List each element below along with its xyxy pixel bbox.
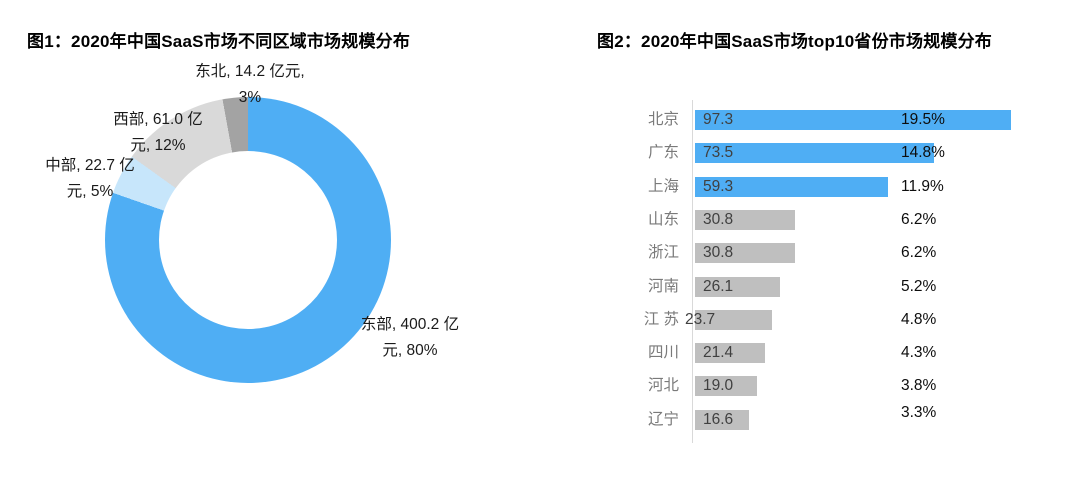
percent-label: 6.2% [901,244,937,261]
value-label: 59.3 [703,178,734,195]
percent-label: 4.3% [901,344,937,361]
bar [695,110,1011,130]
value-label: 30.8 [703,211,734,228]
percent-label: 4.8% [901,311,937,328]
donut-label-line: 元, 80% [382,342,438,359]
figure1-title: 图1：2020年中国SaaS市场不同区域市场规模分布 [27,32,411,51]
bar-row-shanghai: 上海 59.3 11.9% [560,177,1080,197]
category-label: 四川 [647,344,679,361]
value-label: 97.3 [703,111,734,128]
category-label: 河北 [647,377,679,394]
percent-label: 11.9% [901,178,944,195]
value-label: 73.5 [703,144,734,161]
bar-row-sichuan: 四川 21.4 4.3% [560,343,1080,363]
bar [695,376,757,396]
donut-label-line: 东北, 14.2 亿元, [195,63,305,80]
bar [695,410,749,430]
donut-label-line: 东部, 400.2 亿 [360,316,460,333]
percent-label: 19.5% [901,111,945,128]
bar [695,277,780,297]
bar [695,143,934,163]
donut-label-dongbei: 东北, 14.2 亿元, 3% [150,59,350,111]
bar-row-zhejiang: 浙江 30.8 6.2% [560,243,1080,263]
category-label: 江 苏 [643,311,679,328]
donut-label-line: 元, 12% [130,137,186,154]
bar [695,343,765,363]
category-label: 北京 [647,111,679,128]
donut-label-line: 西部, 61.0 亿 [113,111,203,128]
bar-row-hebei: 河北 19.0 3.8% [560,376,1080,396]
figure2-panel: 图2：2020年中国SaaS市场top10省份市场规模分布 北京 97.3 19… [560,0,1080,478]
donut-label-line: 中部, 22.7 亿 [45,157,135,174]
bar-row-beijing: 北京 97.3 19.5% [560,110,1080,130]
figure2-title: 图2：2020年中国SaaS市场top10省份市场规模分布 [597,32,992,51]
y-axis-line [692,100,693,443]
bar-row-guangdong: 广东 73.5 14.8% [560,143,1080,163]
percent-label: 6.2% [901,211,937,228]
percent-label: 5.2% [901,278,937,295]
donut-chart [105,97,391,383]
percent-label: 3.8% [901,377,937,394]
value-label: 23.7 [685,311,716,328]
value-label: 21.4 [703,344,734,361]
value-label: 19.0 [703,377,734,394]
category-label: 河南 [647,278,679,295]
bar [695,177,888,197]
donut-label-line: 3% [238,89,262,106]
percent-label: 3.3% [901,404,937,421]
donut-label-dongbu: 东部, 400.2 亿 元, 80% [310,312,510,364]
bar-row-henan: 河南 26.1 5.2% [560,277,1080,297]
donut-label-xibu: 西部, 61.0 亿 元, 12% [58,107,258,159]
percent-label: 14.8% [901,144,945,161]
figure1-panel: 图1：2020年中国SaaS市场不同区域市场规模分布 东北, 14.2 亿元, … [0,32,510,383]
donut-hole [159,151,337,329]
bar [695,210,795,230]
donut-label-zhongbu: 中部, 22.7 亿 元, 5% [0,153,190,205]
category-label: 浙江 [647,244,679,261]
value-label: 26.1 [703,278,734,295]
donut-label-line: 元, 5% [66,183,114,200]
bar-row-jiangsu: 江 苏 23.7 4.8% [560,310,1080,330]
category-label: 辽宁 [647,411,679,428]
bar-row-shandong: 山东 30.8 6.2% [560,210,1080,230]
category-label: 广东 [647,144,679,161]
category-label: 上海 [647,178,679,195]
bar [695,243,795,263]
bar-row-liaoning: 辽宁 16.6 3.3% [560,404,1080,430]
bar [695,310,772,330]
value-label: 30.8 [703,244,734,261]
value-label: 16.6 [703,411,734,428]
category-label: 山东 [647,211,679,228]
